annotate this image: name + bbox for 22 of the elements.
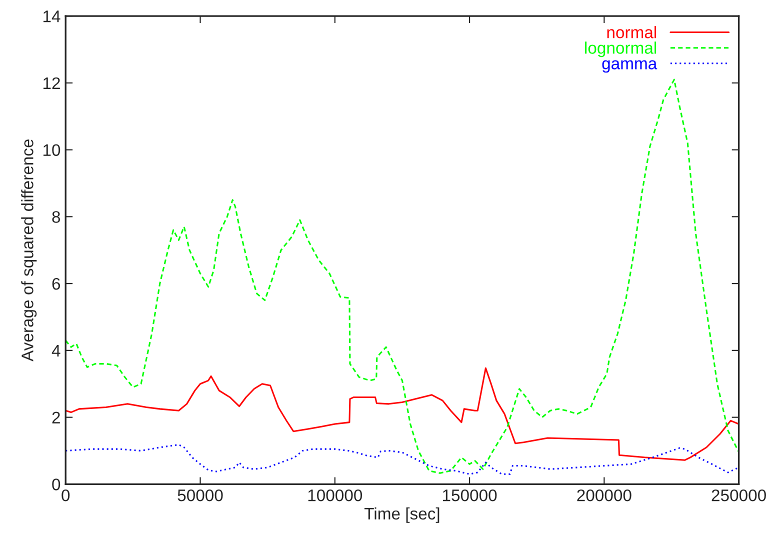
x-axis-title: Time [sec]	[364, 507, 440, 523]
y-tick-label: 8	[52, 211, 60, 223]
legend-label: normal	[607, 26, 656, 38]
x-tick-label: 50000	[178, 489, 223, 502]
line-series	[66, 367, 739, 461]
x-tick-label: 250000	[712, 489, 766, 502]
x-tick-label: 200000	[577, 489, 632, 502]
y-tick-label: 6	[52, 278, 60, 290]
y-tick-label: 2	[52, 412, 60, 424]
line-series	[66, 444, 739, 475]
x-tick-label: 150000	[442, 489, 497, 502]
y-tick-label: 12	[43, 77, 60, 89]
x-tick-label: 100000	[308, 489, 362, 502]
legend-label: lognormal	[585, 42, 656, 58]
legend-label: gamma	[602, 60, 658, 73]
line-series	[66, 78, 739, 474]
y-tick-label: 4	[52, 345, 60, 356]
y-axis-title: Average of squared difference	[21, 139, 37, 362]
x-tick-label: 0	[62, 489, 70, 502]
y-tick-label: 0	[52, 478, 60, 490]
y-tick-label: 14	[43, 10, 60, 22]
y-tick-label: 10	[43, 144, 60, 156]
